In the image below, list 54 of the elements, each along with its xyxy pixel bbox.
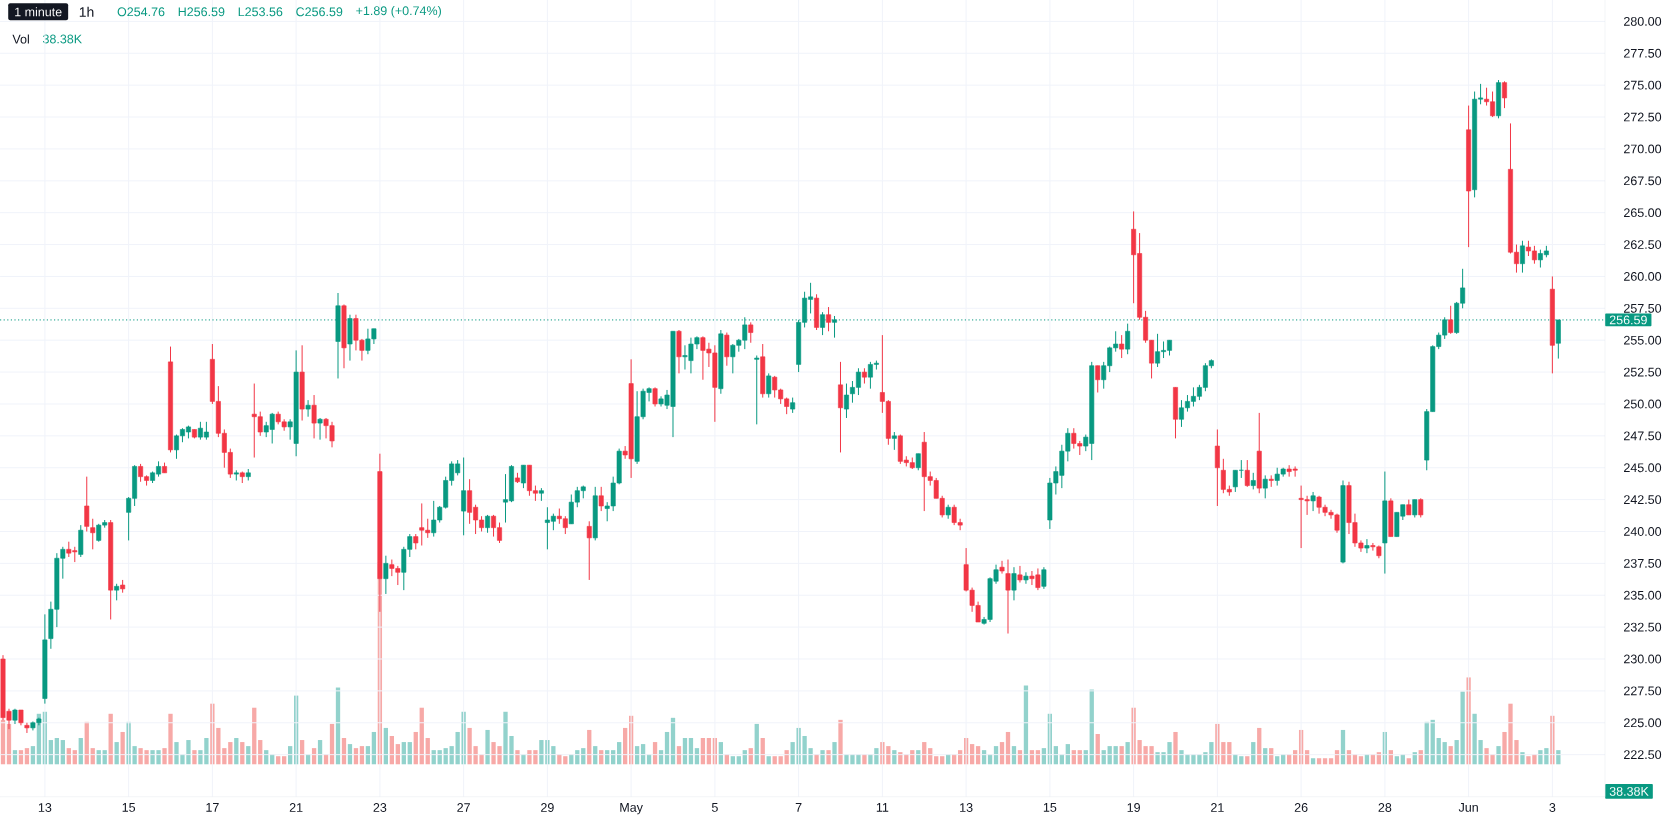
x-tick-label: 17: [206, 803, 219, 812]
y-tick-label: 225.00: [1624, 718, 1662, 728]
y-tick-label: 222.50: [1624, 750, 1662, 760]
annotation: O254.76: [117, 7, 165, 17]
x-tick-label: 15: [1043, 803, 1057, 812]
y-tick-label: 230.00: [1624, 654, 1662, 664]
y-tick-label: 232.50: [1624, 622, 1662, 632]
annotation: H256.59: [178, 7, 225, 17]
y-tick-label: 270.00: [1624, 144, 1662, 154]
x-tick-label: 15: [122, 803, 136, 812]
text: 38.38K: [1609, 786, 1649, 796]
y-tick-label: 252.50: [1624, 367, 1662, 377]
x-tick-label: Jun: [1458, 803, 1478, 812]
annotation: 38.38K: [42, 34, 82, 44]
y-tick-label: 277.50: [1624, 48, 1662, 58]
x-tick-label: 21: [1211, 803, 1224, 812]
y-tick-label: 247.50: [1624, 431, 1662, 441]
y-tick-label: 260.00: [1624, 272, 1662, 281]
y-tick-label: 280.00: [1624, 16, 1662, 26]
x-tick-label: 23: [373, 803, 387, 812]
annotation: C256.59: [296, 7, 343, 17]
annotation: L253.56: [238, 7, 283, 17]
y-tick-label: 245.00: [1624, 463, 1662, 473]
x-tick-label: 19: [1127, 803, 1140, 812]
y-tick-label: 242.50: [1624, 495, 1662, 505]
y-tick-label: 272.50: [1624, 112, 1662, 122]
x-tick-label: 7: [795, 803, 802, 812]
x-tick-label: May: [620, 803, 643, 815]
y-tick-label: 257.50: [1624, 303, 1662, 313]
x-tick-label: 13: [38, 803, 52, 812]
chart-title: 1h: [79, 6, 94, 17]
x-tick-label: 21: [289, 803, 303, 812]
ref-line-label: 256.59: [1609, 315, 1647, 325]
x-tick-label: 13: [960, 803, 973, 812]
annotation: +1.89 (+0.74%): [356, 5, 441, 18]
y-tick-label: 275.00: [1624, 80, 1662, 90]
annotation: 1 minute: [15, 7, 62, 17]
y-tick-label: 237.50: [1624, 558, 1662, 568]
y-tick-label: 235.00: [1624, 590, 1662, 600]
x-tick-label: 27: [457, 803, 470, 812]
y-tick-label: 265.00: [1624, 208, 1662, 218]
y-tick-label: 267.50: [1624, 176, 1662, 186]
x-tick-label: 28: [1378, 803, 1392, 812]
y-tick-label: 255.00: [1624, 335, 1662, 345]
y-tick-label: 227.50: [1624, 686, 1662, 696]
y-tick-label: 250.00: [1624, 399, 1662, 409]
x-tick-label: 5: [711, 803, 718, 812]
x-tick-label: 11: [876, 803, 889, 812]
x-tick-label: 26: [1294, 803, 1308, 812]
x-tick-label: 3: [1549, 803, 1556, 812]
y-tick-label: 240.00: [1624, 527, 1662, 536]
y-tick-label: 262.50: [1624, 240, 1662, 249]
x-tick-label: 29: [541, 803, 554, 812]
chart-title: Vol: [12, 34, 29, 44]
